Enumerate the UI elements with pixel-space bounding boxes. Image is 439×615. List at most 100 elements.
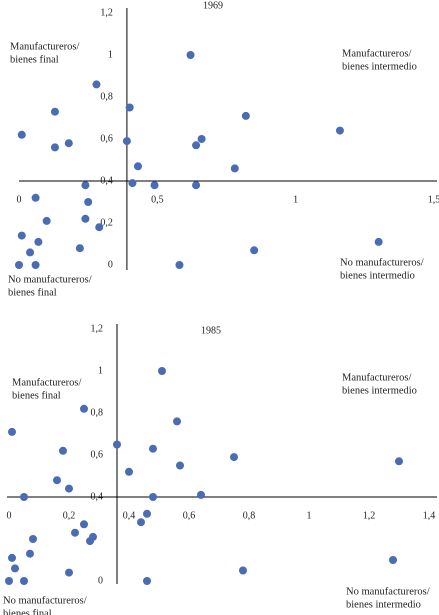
quadrant-label: No manufactureros/ <box>340 257 424 268</box>
point <box>31 261 40 269</box>
point <box>125 103 134 112</box>
point <box>128 179 137 188</box>
y-tick-label: 0 <box>108 259 113 270</box>
y-tick-label: 1,2 <box>91 323 104 334</box>
point <box>65 484 73 493</box>
point <box>192 181 201 190</box>
chart-title: 1969 <box>203 0 223 11</box>
x-tick-label: 0,6 <box>183 510 196 521</box>
point <box>143 577 151 585</box>
quadrant-label: bienes final <box>3 608 52 615</box>
point <box>64 139 73 148</box>
point <box>59 446 67 455</box>
quadrant-label: bienes intermedio <box>346 599 421 610</box>
point <box>149 444 157 453</box>
point <box>17 231 26 240</box>
y-tick-label: 0,6 <box>91 449 104 460</box>
quadrant-label: bienes final <box>10 54 59 65</box>
point <box>176 461 184 470</box>
point <box>186 51 195 59</box>
point <box>250 246 259 255</box>
point <box>80 520 88 529</box>
point <box>150 181 159 190</box>
quadrant-label: bienes final <box>8 287 57 298</box>
quadrant-label: Manufactureros/ <box>10 41 79 52</box>
x-tick-label: 1 <box>293 194 298 205</box>
point <box>84 198 93 206</box>
x-tick-label: 1,5 <box>428 194 439 205</box>
point <box>29 535 37 543</box>
x-tick-label: 0 <box>7 510 12 521</box>
point <box>42 216 51 225</box>
quadrant-label: No manufactureros/ <box>8 274 92 285</box>
point <box>71 528 79 537</box>
point <box>395 457 403 466</box>
point <box>53 476 61 485</box>
point <box>86 537 94 546</box>
point <box>149 493 157 501</box>
point <box>230 453 238 462</box>
chart-title: 1985 <box>201 325 221 336</box>
quadrant-label: No manufactureros/ <box>346 586 430 597</box>
point <box>122 137 131 146</box>
point <box>175 261 184 269</box>
y-tick-label: 0,8 <box>100 91 113 102</box>
point <box>197 490 205 499</box>
quadrant-label: bienes intermedio <box>340 270 415 281</box>
y-tick-label: 0,6 <box>100 133 113 144</box>
point <box>241 111 250 120</box>
point <box>81 181 90 190</box>
quadrant-label: bienes final <box>12 390 61 401</box>
x-tick-label: 0,4 <box>123 510 136 521</box>
x-tick-label: 1,2 <box>363 510 376 521</box>
point <box>26 549 34 558</box>
point <box>158 367 166 375</box>
point <box>374 237 383 246</box>
point <box>230 164 239 173</box>
x-tick-label: 0,2 <box>63 510 76 521</box>
point <box>26 248 35 257</box>
quadrant-label: No manufactureros/ <box>3 595 87 606</box>
point <box>125 467 133 476</box>
point <box>20 493 28 501</box>
point <box>335 126 344 135</box>
y-tick-label: 0,4 <box>91 491 104 502</box>
x-tick-label: 0,8 <box>243 510 256 521</box>
point <box>50 143 59 152</box>
point <box>75 244 84 253</box>
point <box>8 427 16 436</box>
point <box>137 518 145 527</box>
point <box>34 237 43 246</box>
y-tick-label: 1 <box>108 49 113 60</box>
point <box>197 135 206 143</box>
y-tick-label: 1,2 <box>100 7 113 18</box>
y-tick-label: 1 <box>98 365 103 376</box>
point <box>143 509 151 518</box>
point <box>20 577 28 585</box>
quadrant-label: Manufactureros/ <box>12 377 81 388</box>
point <box>239 566 247 575</box>
point <box>80 404 88 413</box>
point <box>81 214 90 223</box>
point <box>133 162 142 171</box>
x-tick-label: 1,4 <box>423 510 436 521</box>
quadrant-label: Manufactureros/ <box>342 372 411 383</box>
x-tick-label: 0 <box>17 194 22 205</box>
quadrant-label: Manufactureros/ <box>342 48 411 59</box>
point <box>65 568 73 577</box>
quadrant-label: bienes intermedio <box>342 61 417 72</box>
point <box>389 556 397 564</box>
point <box>17 130 26 139</box>
point <box>50 107 59 116</box>
x-tick-label: 1 <box>307 510 312 521</box>
point <box>15 261 23 269</box>
y-tick-label: 0 <box>98 575 103 586</box>
point <box>8 553 16 562</box>
point <box>5 577 13 585</box>
point <box>192 141 201 150</box>
point <box>95 223 104 232</box>
point <box>113 440 121 449</box>
y-tick-label: 0,4 <box>100 175 113 186</box>
